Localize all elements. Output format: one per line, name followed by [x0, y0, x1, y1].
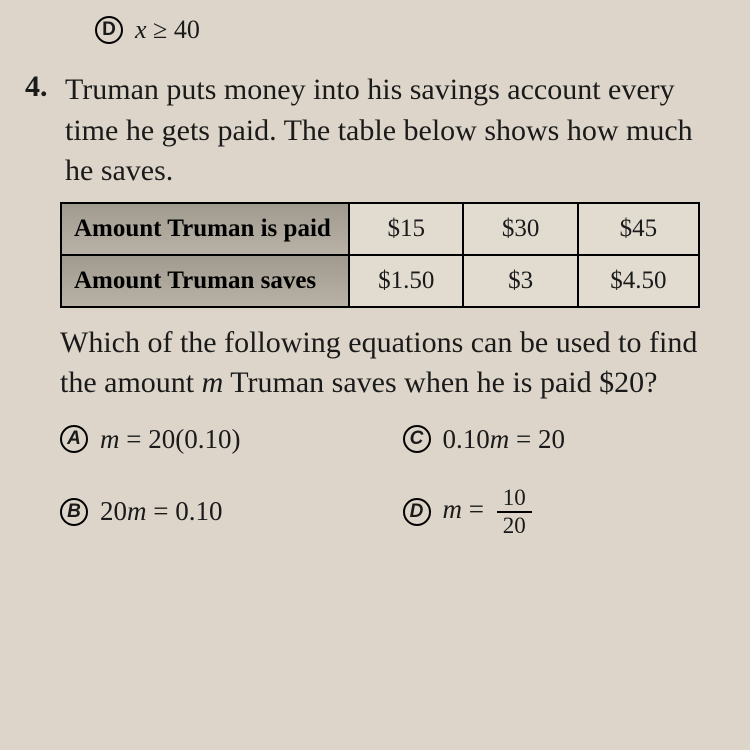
option-letter-c: C	[403, 425, 431, 453]
option-c[interactable]: C 0.10m = 20	[403, 424, 726, 455]
table-row: Amount Truman saves $1.50 $3 $4.50	[62, 256, 698, 306]
table-cell: $4.50	[579, 256, 698, 306]
option-b[interactable]: B 20m = 0.10	[60, 485, 383, 539]
row-header-paid: Amount Truman is paid	[62, 204, 350, 254]
option-letter-d-top: D	[95, 16, 123, 44]
option-text-b: 20m = 0.10	[100, 496, 222, 527]
option-text-a: m = 20(0.10)	[100, 424, 240, 455]
table-cell: $45	[579, 204, 698, 254]
option-text-d-top: x ≥ 40	[135, 15, 200, 45]
option-text-c: 0.10m = 20	[443, 424, 565, 455]
table-cell: $15	[350, 204, 464, 254]
fraction: 10 20	[497, 485, 532, 539]
option-d[interactable]: D m = 10 20	[403, 485, 726, 539]
question-block: 4. Truman puts money into his savings ac…	[25, 70, 725, 192]
followup-question: Which of the following equations can be …	[60, 323, 725, 404]
option-a[interactable]: A m = 20(0.10)	[60, 424, 383, 455]
table-cell: $30	[464, 204, 578, 254]
option-letter-b: B	[60, 498, 88, 526]
option-letter-a: A	[60, 425, 88, 453]
question-number: 4.	[25, 70, 53, 104]
table-cell: $1.50	[350, 256, 464, 306]
savings-table: Amount Truman is paid $15 $30 $45 Amount…	[60, 202, 700, 308]
table-row: Amount Truman is paid $15 $30 $45	[62, 204, 698, 256]
option-text-d: m = 10 20	[443, 485, 532, 539]
row-header-saves: Amount Truman saves	[62, 256, 350, 306]
table-cell: $3	[464, 256, 578, 306]
options-grid: A m = 20(0.10) C 0.10m = 20 B 20m = 0.10…	[60, 424, 725, 539]
question-text: Truman puts money into his savings accou…	[65, 70, 725, 192]
option-letter-d: D	[403, 498, 431, 526]
previous-option-d: D x ≥ 40	[95, 15, 725, 45]
